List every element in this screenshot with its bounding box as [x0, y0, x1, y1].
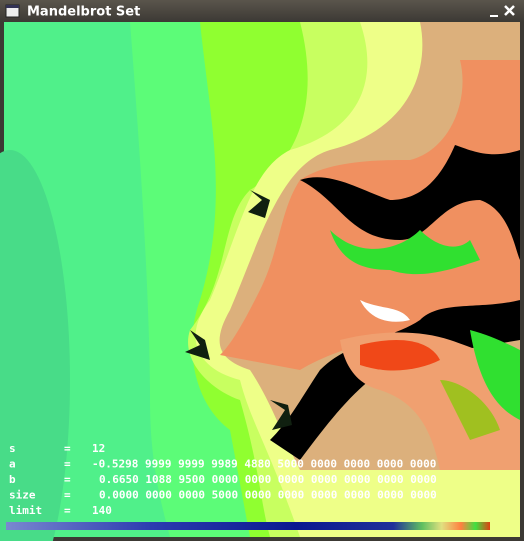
- close-button[interactable]: [504, 5, 515, 16]
- info-label: a: [9, 458, 16, 471]
- info-separator: =: [64, 473, 71, 486]
- info-value: 12: [92, 442, 105, 455]
- info-label: size: [9, 489, 36, 502]
- info-separator: =: [64, 489, 71, 502]
- color-bar: [6, 522, 490, 530]
- info-value: 0.0000 0000 0000 5000 0000 0000 0000 000…: [99, 489, 437, 502]
- info-separator: =: [64, 442, 71, 455]
- info-overlay: s = 12 a = -0.5298 9999 9999 9989 4880 5000 0…: [9, 442, 437, 517]
- info-value: -0.5298 9999 9999 9989 4880 5000 0000 00…: [92, 458, 436, 471]
- fractal-image: [0, 22, 521, 545]
- window-icon-bar: [6, 5, 19, 8]
- window-title: Mandelbrot Set: [27, 5, 140, 20]
- info-label: b: [9, 473, 16, 486]
- title-bar: [0, 0, 524, 22]
- info-value: 140: [92, 504, 112, 517]
- info-value: 0.6650 1088 9500 0000 0000 0000 0000 000…: [99, 473, 437, 486]
- info-label: limit: [9, 504, 42, 517]
- info-separator: =: [64, 504, 71, 517]
- info-label: s: [9, 442, 16, 455]
- info-separator: =: [64, 458, 71, 471]
